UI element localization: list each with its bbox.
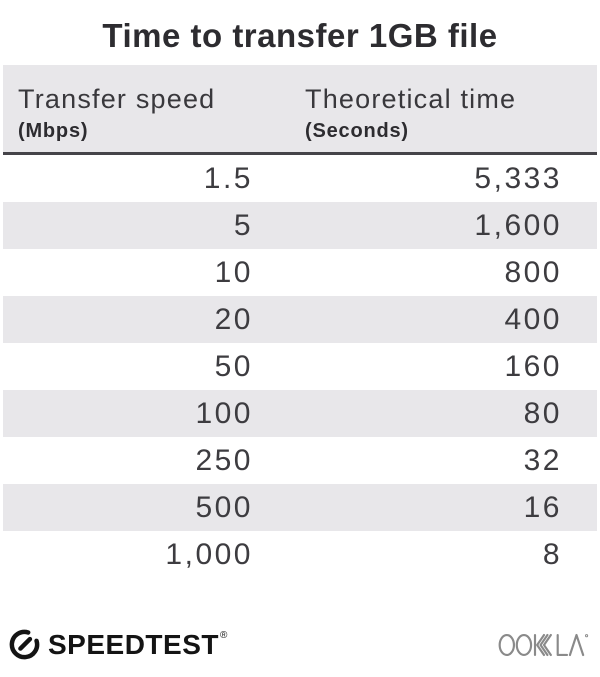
cell-theoretical-time: 8 bbox=[542, 537, 562, 571]
cell-theoretical-time: 800 bbox=[504, 255, 562, 289]
header-unit-mbps: (Mbps) bbox=[18, 120, 89, 142]
table-row: 50 160 bbox=[3, 343, 597, 390]
cell-transfer-speed: 100 bbox=[195, 396, 253, 430]
cell-transfer-speed: 1,000 bbox=[165, 537, 253, 571]
ookla-logo bbox=[498, 633, 589, 656]
cell-transfer-speed: 5 bbox=[233, 208, 253, 242]
cell-theoretical-time: 5,333 bbox=[474, 161, 562, 195]
table-row: 500 16 bbox=[3, 484, 597, 531]
page-title: Time to transfer 1GB file bbox=[102, 16, 498, 54]
table-row: 5 1,600 bbox=[3, 202, 597, 249]
speedtest-gauge-icon bbox=[9, 629, 40, 660]
table-row: 1.5 5,333 bbox=[3, 155, 597, 202]
table-row: 20 400 bbox=[3, 296, 597, 343]
transfer-time-table: Transfer speed (Mbps) Theoretical time (… bbox=[3, 65, 597, 578]
table-row: 100 80 bbox=[3, 390, 597, 437]
header-cell-transfer-speed: Transfer speed (Mbps) bbox=[3, 65, 255, 152]
header-cell-theoretical-time: Theoretical time (Seconds) bbox=[255, 65, 597, 152]
cell-theoretical-time: 400 bbox=[504, 302, 562, 336]
speedtest-wordmark-text: SPEEDTEST bbox=[48, 628, 219, 660]
cell-transfer-speed: 10 bbox=[214, 255, 253, 289]
header-unit-seconds: (Seconds) bbox=[305, 120, 409, 142]
table-header-row: Transfer speed (Mbps) Theoretical time (… bbox=[3, 65, 597, 155]
cell-transfer-speed: 20 bbox=[214, 302, 253, 336]
table-body: 1.5 5,333 5 1,600 10 800 20 400 50 160 1… bbox=[3, 155, 597, 578]
cell-theoretical-time: 1,600 bbox=[474, 208, 562, 242]
table-row: 250 32 bbox=[3, 437, 597, 484]
cell-theoretical-time: 160 bbox=[504, 349, 562, 383]
cell-transfer-speed: 500 bbox=[195, 490, 253, 524]
speedtest-logo: SPEEDTEST ® bbox=[8, 628, 227, 661]
table-row: 1,000 8 bbox=[3, 531, 597, 578]
speedtest-wordmark: SPEEDTEST ® bbox=[48, 629, 227, 661]
cell-theoretical-time: 16 bbox=[523, 490, 562, 524]
footer: SPEEDTEST ® bbox=[0, 628, 600, 661]
cell-transfer-speed: 250 bbox=[195, 443, 253, 477]
header-label-theoretical-time: Theoretical time bbox=[305, 84, 517, 114]
cell-theoretical-time: 32 bbox=[523, 443, 562, 477]
cell-theoretical-time: 80 bbox=[523, 396, 562, 430]
cell-transfer-speed: 50 bbox=[214, 349, 253, 383]
registered-trademark-mark: ® bbox=[219, 629, 228, 641]
header-label-transfer-speed: Transfer speed bbox=[18, 84, 216, 114]
cell-transfer-speed: 1.5 bbox=[203, 161, 253, 195]
table-row: 10 800 bbox=[3, 249, 597, 296]
